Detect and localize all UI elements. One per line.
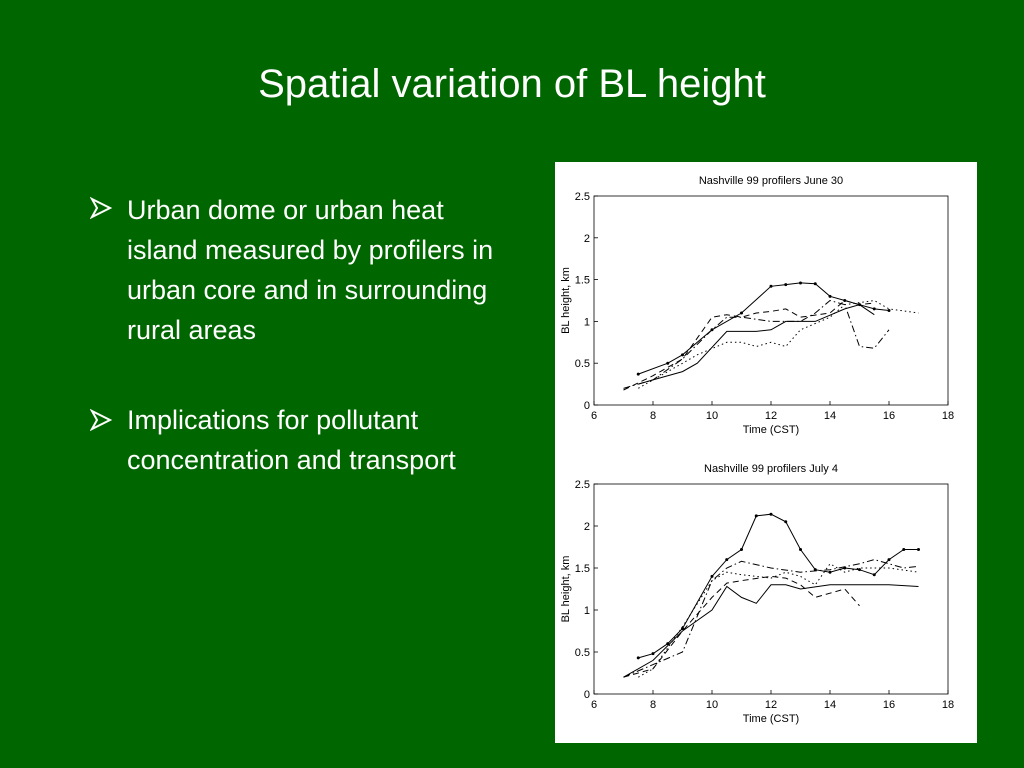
- x-tick-label: 18: [942, 699, 954, 711]
- y-tick-label: 0: [584, 689, 590, 701]
- y-tick-label: 1: [584, 316, 590, 328]
- bullet-text: Urban dome or urban heat island measured…: [127, 195, 494, 345]
- x-tick-label: 10: [706, 699, 718, 711]
- x-axis-label: Time (CST): [743, 713, 799, 725]
- y-tick-label: 2: [584, 233, 590, 245]
- x-tick-label: 6: [591, 699, 597, 711]
- y-tick-label: 0.5: [575, 358, 590, 370]
- point: [740, 548, 743, 552]
- point: [858, 568, 861, 572]
- point: [754, 514, 758, 518]
- y-tick-label: 0: [584, 400, 590, 412]
- series-line: [623, 299, 890, 389]
- point: [784, 283, 788, 287]
- panel-background: [555, 162, 977, 743]
- point: [636, 372, 640, 376]
- point: [651, 652, 655, 656]
- series-line: [623, 584, 919, 678]
- x-tick-label: 10: [706, 410, 718, 422]
- point: [710, 574, 714, 578]
- x-tick-label: 18: [942, 410, 954, 422]
- x-axis-label: Time (CST): [743, 424, 799, 436]
- y-tick-label: 1.5: [575, 563, 590, 575]
- point: [769, 284, 773, 288]
- x-tick-label: 12: [765, 699, 777, 711]
- point: [784, 520, 788, 524]
- y-axis-label: BL height, km: [560, 556, 572, 623]
- point: [666, 361, 670, 365]
- point: [636, 656, 640, 660]
- x-tick-label: 6: [591, 410, 597, 422]
- y-tick-label: 0.5: [575, 647, 590, 659]
- chart-title: Nashville 99 profilers June 30: [699, 175, 843, 187]
- point: [828, 570, 832, 574]
- y-tick-label: 2: [584, 521, 590, 533]
- chart-title: Nashville 99 profilers July 4: [704, 463, 838, 475]
- point: [725, 558, 729, 562]
- bullet-arrow: [90, 408, 112, 432]
- series-line: [638, 563, 919, 678]
- series-line: [638, 304, 875, 385]
- y-tick-label: 2.5: [575, 191, 590, 203]
- point: [681, 626, 684, 630]
- chart-panel: Nashville 99 profilers June 30 Time (CST)…: [555, 162, 977, 743]
- series-line: [623, 575, 860, 678]
- series-line: [623, 299, 875, 391]
- y-axis-label: BL height, km: [560, 267, 572, 334]
- point: [681, 353, 684, 357]
- slide-title: Spatial variation of BL height: [258, 62, 766, 106]
- point: [740, 311, 743, 315]
- point: [828, 294, 832, 298]
- y-tick-label: 1.5: [575, 275, 590, 287]
- point: [872, 573, 876, 577]
- point: [872, 307, 876, 311]
- point: [799, 548, 802, 552]
- x-tick-label: 8: [650, 410, 656, 422]
- point: [843, 299, 847, 302]
- x-tick-label: 14: [824, 699, 836, 711]
- series-line: [638, 299, 919, 389]
- x-tick-label: 16: [883, 699, 895, 711]
- point: [799, 281, 802, 285]
- y-tick-label: 1: [584, 605, 590, 617]
- point: [887, 558, 891, 562]
- x-tick-label: 14: [824, 410, 836, 422]
- point: [769, 512, 773, 516]
- point: [887, 309, 891, 313]
- series-line: [623, 559, 919, 678]
- y-tick-label: 2.5: [575, 479, 590, 491]
- point: [902, 548, 906, 552]
- x-tick-label: 12: [765, 410, 777, 422]
- bullet-arrow: [90, 196, 112, 220]
- x-tick-label: 8: [650, 699, 656, 711]
- point: [813, 282, 817, 286]
- bullet-text: Implications for pollutant concentration…: [127, 405, 456, 475]
- point: [917, 548, 920, 552]
- x-tick-label: 16: [883, 410, 895, 422]
